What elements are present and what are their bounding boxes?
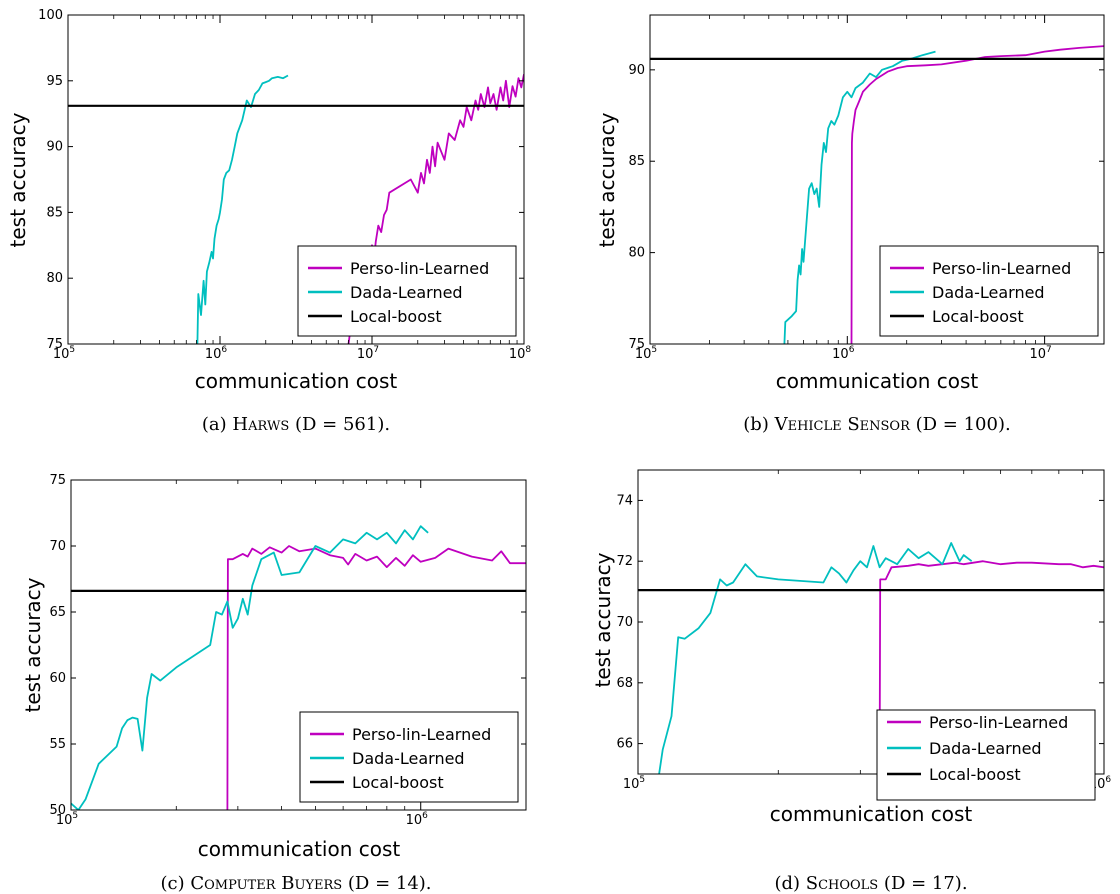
y-tick-label: 100 bbox=[38, 8, 63, 23]
series-line-dada-b bbox=[783, 50, 936, 344]
legend-box-d bbox=[876, 709, 1096, 801]
x-tick-label: 106 bbox=[406, 811, 429, 828]
legend-label-perso-a: Perso-lin-Learned bbox=[350, 259, 489, 278]
legend-label-dada-d: Dada-Learned bbox=[929, 739, 1042, 758]
caption-prefix-b: (b) bbox=[743, 414, 774, 435]
plot-lines-b bbox=[650, 45, 1104, 344]
caption-prefix-d: (d) bbox=[774, 873, 805, 894]
caption-b: (b) Vehicle Sensor (D = 100). bbox=[743, 414, 1010, 435]
y-axis-label-b: test accuracy bbox=[595, 112, 619, 247]
caption-dim-a: (D = 561). bbox=[289, 414, 390, 435]
series-line-perso-d bbox=[878, 560, 1104, 774]
legend-a: Perso-lin-Learned Dada-Learned Local-boo… bbox=[297, 245, 517, 337]
y-tick-label: 75 bbox=[46, 337, 63, 352]
plot-frame-a bbox=[67, 14, 525, 345]
caption-a: (a) Harws (D = 561). bbox=[202, 414, 390, 435]
legend-label-dada-b: Dada-Learned bbox=[932, 283, 1045, 302]
x-axis-label-d: communication cost bbox=[770, 802, 973, 826]
y-tick-label: 90 bbox=[628, 63, 645, 78]
legend-label-perso-b: Perso-lin-Learned bbox=[932, 259, 1071, 278]
plot-frame-b bbox=[649, 14, 1105, 345]
y-tick-label: 70 bbox=[49, 539, 66, 554]
x-axis-label-a: communication cost bbox=[195, 369, 398, 393]
y-ticks-c: 50 55 60 65 70 75 bbox=[49, 473, 526, 818]
legend-label-perso-c: Perso-lin-Learned bbox=[352, 725, 491, 744]
y-tick-label: 75 bbox=[49, 473, 66, 488]
x-axis-label-b: communication cost bbox=[776, 369, 979, 393]
plot-lines-d bbox=[638, 542, 1104, 774]
y-tick-label: 65 bbox=[49, 605, 66, 620]
x-tick-label: 106 bbox=[832, 345, 855, 362]
y-tick-label: 90 bbox=[46, 140, 63, 155]
chart-panel-d: 66 68 70 72 74 105 106 communication cost tes… bbox=[591, 469, 1111, 894]
caption-name-d: Schools bbox=[806, 873, 878, 894]
legend-label-dada-a: Dada-Learned bbox=[350, 283, 463, 302]
legend-label-local-a: Local-boost bbox=[350, 307, 442, 326]
y-tick-label: 95 bbox=[46, 74, 63, 89]
y-axis-label-a: test accuracy bbox=[6, 112, 30, 247]
x-ticks-b: 105 106 107 bbox=[635, 15, 1052, 362]
series-line-perso-b bbox=[850, 45, 1104, 344]
legend-label-perso-d: Perso-lin-Learned bbox=[929, 713, 1068, 732]
caption-c: (c) Computer Buyers (D = 14). bbox=[160, 873, 431, 894]
legend-label-local-c: Local-boost bbox=[352, 773, 444, 792]
x-tick-label: 107 bbox=[357, 345, 379, 362]
y-tick-label: 70 bbox=[616, 615, 633, 630]
x-tick-label: 108 bbox=[509, 345, 532, 362]
y-ticks-a: 75 80 85 90 95 100 bbox=[38, 8, 524, 352]
y-tick-label: 60 bbox=[49, 671, 66, 686]
x-tick-label: 106 bbox=[205, 345, 228, 362]
legend-c: Perso-lin-Learned Dada-Learned Local-boo… bbox=[299, 711, 519, 803]
legend-b: Perso-lin-Learned Dada-Learned Local-boo… bbox=[879, 245, 1099, 337]
caption-name-b: Vehicle Sensor bbox=[774, 414, 912, 435]
y-tick-label: 68 bbox=[616, 676, 633, 691]
y-ticks-b: 75 80 85 90 bbox=[628, 63, 1104, 352]
y-tick-label: 75 bbox=[628, 337, 645, 352]
chart-panel-c: 50 55 60 65 70 75 105 106 communication cost t… bbox=[21, 473, 527, 894]
chart-panel-a: 75 80 85 90 95 100 105 106 107 108 communication… bbox=[6, 8, 531, 435]
legend-label-dada-c: Dada-Learned bbox=[352, 749, 465, 768]
y-tick-label: 55 bbox=[49, 737, 66, 752]
series-line-dada-d bbox=[658, 542, 973, 774]
x-tick-label: 105 bbox=[56, 811, 78, 828]
x-ticks-d: 105 106 bbox=[623, 470, 1111, 792]
x-ticks-c: 105 106 bbox=[56, 480, 428, 828]
x-tick-label: 105 bbox=[623, 775, 645, 792]
caption-name-c: Computer Buyers bbox=[190, 873, 342, 894]
y-tick-label: 80 bbox=[46, 271, 63, 286]
legend-label-local-d: Local-boost bbox=[929, 765, 1021, 784]
x-axis-label-c: communication cost bbox=[198, 837, 401, 861]
chart-panel-b: 75 80 85 90 105 106 107 communication cost te… bbox=[595, 14, 1105, 435]
y-tick-label: 80 bbox=[628, 246, 645, 261]
caption-dim-b: (D = 100). bbox=[910, 414, 1011, 435]
x-tick-label: 105 bbox=[635, 345, 657, 362]
y-tick-label: 50 bbox=[49, 803, 66, 818]
caption-dim-c: (D = 14). bbox=[342, 873, 431, 894]
y-tick-label: 66 bbox=[616, 737, 633, 752]
plot-lines-c bbox=[71, 525, 526, 810]
caption-name-a: Harws bbox=[232, 414, 289, 435]
plot-frame-c bbox=[70, 479, 527, 811]
caption-prefix-c: (c) bbox=[160, 873, 190, 894]
caption-d: (d) Schools (D = 17). bbox=[774, 873, 967, 894]
y-tick-label: 72 bbox=[616, 554, 633, 569]
legend-label-local-b: Local-boost bbox=[932, 307, 1024, 326]
caption-prefix-a: (a) bbox=[202, 414, 233, 435]
y-ticks-d: 66 68 70 72 74 bbox=[616, 493, 1104, 752]
y-tick-label: 74 bbox=[616, 493, 633, 508]
series-line-perso-c bbox=[226, 545, 526, 810]
x-tick-label: 105 bbox=[53, 345, 75, 362]
series-line-dada-c bbox=[71, 525, 429, 810]
y-axis-label-d: test accuracy bbox=[591, 552, 615, 687]
legend-d: Perso-lin-Learned Dada-Learned Local-boo… bbox=[876, 709, 1096, 801]
series-line-dada-a bbox=[196, 74, 289, 344]
x-tick-label: 107 bbox=[1029, 345, 1051, 362]
y-tick-label: 85 bbox=[46, 205, 63, 220]
x-ticks-a: 105 106 107 108 bbox=[53, 15, 532, 362]
caption-dim-d: (D = 17). bbox=[878, 873, 967, 894]
y-tick-label: 85 bbox=[628, 154, 645, 169]
y-axis-label-c: test accuracy bbox=[21, 577, 45, 712]
